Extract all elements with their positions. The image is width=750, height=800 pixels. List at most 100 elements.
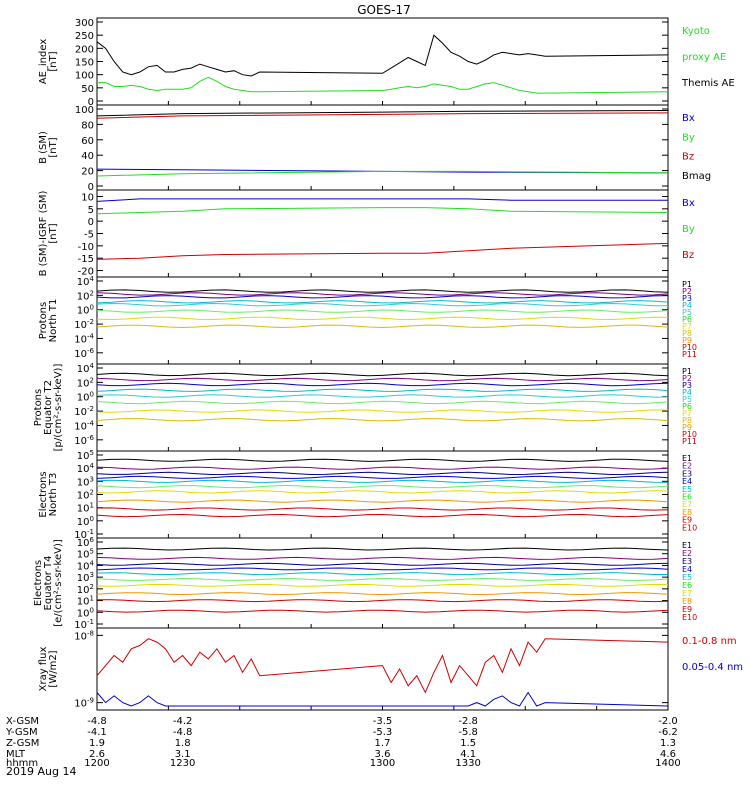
y-axis-label: ElectronsEquator T4[e/(cm²-s-sr-keV)] [33,539,64,627]
legend-label: By [682,224,695,235]
y-tick-label: 5 [88,205,94,216]
legend-label: E3 [682,557,692,566]
y-tick-label: 103 [77,571,94,584]
panel-frame [96,276,669,365]
legend-label: E1 [682,454,692,463]
series-line-e7 [96,583,669,587]
orbit-cell: -4.1 [87,727,107,738]
series-line-p7 [96,316,669,321]
y-tick-label: 10 [81,192,94,203]
y-tick-label: 106 [77,536,95,549]
legend-label: E9 [682,605,692,614]
y-tick-label: 100 [77,391,94,404]
series-line-p4 [96,300,669,304]
panels-group: 300250200150100500AE_index[nT]Kyotoproxy… [33,17,743,711]
panel-ae: 300 250 200 150 100 50 0 AE_index[nT] Kyoto proxy… [38,17,735,108]
y-tick-label: 101 [77,595,94,608]
legend-label: Kyoto [682,26,710,37]
y-axis-label: ProtonsEquator T2[p/(cm²-s-sr-keV)] [33,364,64,452]
series-line-p1 [96,372,669,377]
orbit-cell: -2.8 [458,716,478,727]
legend-label: P2 [682,287,692,296]
series-line-e5 [96,479,669,483]
series-line-e3 [96,562,669,566]
y-tick-label: 102 [77,376,94,389]
legend-label: E9 [682,516,692,525]
legend-label: P6 [682,315,692,324]
series-line-p5 [96,394,668,398]
legend-label: P7 [682,322,692,331]
legend-label: P8 [682,329,692,338]
series-line-p1 [96,289,669,293]
panel-bigrf: 10 50 -5-10-15 -20 B (SM)-IGRF (SM)[nT] Bx By B… [38,189,695,278]
legend-label: P4 [682,388,692,397]
panel-frame [96,17,669,106]
series-line-bz [96,112,669,119]
y-tick-label: 105 [77,548,94,561]
legend-label: E4 [682,477,692,486]
legend-label: P9 [682,423,692,432]
legend-label: P10 [682,430,697,439]
orbit-cell: 4.1 [460,749,476,760]
series-line-p3 [96,382,669,387]
orbit-cell: 1.3 [660,738,676,749]
y-tick-label: 103 [77,475,94,488]
y-tick-label: 100 [77,606,94,619]
y-tick-label: 40 [81,151,94,162]
series-line-p6 [96,309,669,313]
series-line-p8 [96,324,669,329]
series-line-kyoto-proxy-ae [97,76,669,94]
y-tick-label: 102 [77,583,94,596]
series-line-e9 [97,599,669,603]
legend-label: P11 [682,350,697,359]
y-tick-label: 102 [77,489,94,502]
series-line-e6 [96,577,669,581]
legend-label: By [682,132,695,143]
y-tick-label: 10-6 [74,347,94,360]
y-axis-label: AE_index[nT] [38,39,59,85]
y-tick-label: 80 [81,120,94,131]
orbit-row-label: X-GSM [6,716,39,727]
y-tick-label: 10-8 [74,629,94,642]
y-tick-label: 101 [77,502,94,515]
y-tick-label: 100 [77,304,94,317]
orbit-cell: 4.6 [660,749,676,760]
series-line-0-1-0-8-nm [96,638,669,694]
legend-label: E5 [682,485,692,494]
orbit-cell: 3.6 [375,749,391,760]
series-line-e4 [96,475,669,479]
legend-label: Bz [682,152,694,163]
orbit-cell: 1300 [370,758,395,769]
orbit-table: X-GSMY-GSMZ-GSMMLThhmm-4.8-4.11.92.61200… [5,716,681,769]
series-line-p4 [96,388,669,392]
series-line-themis-ae [96,34,669,77]
legend-label: Bx [682,113,695,124]
series-line-p2 [96,377,669,382]
series-line-0-05-0-4-nm [96,691,669,707]
panel-frame [96,450,669,539]
legend-label: E7 [682,589,692,598]
legend-label: E2 [682,549,692,558]
series-line-p3 [96,295,669,299]
y-tick-label: 10-4 [74,332,94,345]
y-axis-label: ElectronsNorth T3 [38,471,59,517]
series-line-e2 [96,556,669,560]
panel-frame [96,189,669,278]
legend-label: P7 [682,409,692,418]
panel-bsm: 100 80 60 40 20 0 B (SM)[nT] Bx By Bz Bmag [38,104,711,193]
y-tick-label: 200 [75,44,94,55]
legend-label: E8 [682,597,692,606]
series-line-p8 [96,418,669,422]
orbit-cell: -4.8 [173,727,193,738]
legend-label: P9 [682,336,692,345]
legend-label: E1 [682,541,692,550]
series-line-p2 [96,292,669,296]
legend-label: P3 [682,294,692,303]
panel-frame [96,537,669,629]
series-line-e6 [96,484,669,489]
orbit-cell: -2.0 [658,716,678,727]
